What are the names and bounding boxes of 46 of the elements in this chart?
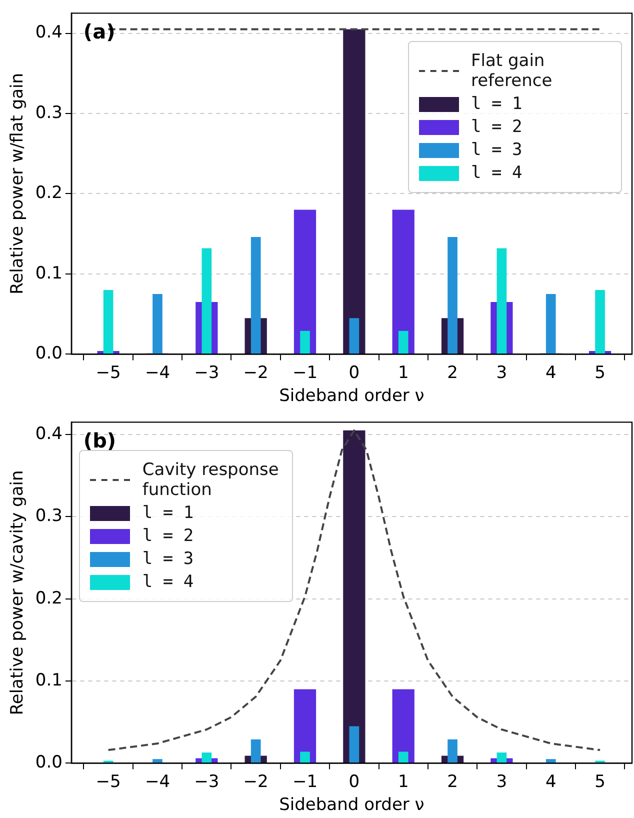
legend-label: l = 4 xyxy=(471,163,522,184)
x-tick-label: −1 xyxy=(292,772,318,792)
x-tick-label: 4 xyxy=(545,772,556,792)
x-tick-label: 2 xyxy=(447,772,458,792)
legend-label: l = 1 xyxy=(142,503,194,524)
x-tick-label: −1 xyxy=(292,362,318,383)
x-tick-label: −4 xyxy=(144,362,170,383)
legend-label: l = 4 xyxy=(142,572,194,592)
y-tick-label: 0.4 xyxy=(35,424,62,444)
x-tick-label: −3 xyxy=(194,772,220,792)
y-tick-label: 0.4 xyxy=(35,22,62,43)
x-axis-title: Sideband order ν xyxy=(279,386,424,406)
y-tick-label: 0.0 xyxy=(35,344,62,364)
y-tick-label: 0.2 xyxy=(35,588,62,608)
y-axis-title: Relative power w/cavity gain xyxy=(8,470,28,716)
x-tick-label: 2 xyxy=(447,362,458,383)
x-tick-label: −4 xyxy=(144,772,170,792)
y-tick-label: 0.3 xyxy=(35,506,62,526)
y-tick-label: 0.1 xyxy=(35,670,62,690)
x-tick-label: 0 xyxy=(348,362,360,383)
x-tick-label: −5 xyxy=(96,362,121,383)
x-tick-label: 4 xyxy=(545,362,556,383)
x-tick-label: −3 xyxy=(194,362,220,383)
legend-label: l = 3 xyxy=(142,549,194,570)
x-tick-label: −2 xyxy=(243,362,268,383)
x-tick-label: 0 xyxy=(348,772,360,792)
x-tick-label: 5 xyxy=(594,362,606,383)
annotation: (a) xyxy=(83,19,116,44)
y-tick-label: 0.1 xyxy=(35,263,62,284)
x-tick-label: 5 xyxy=(594,772,606,792)
y-axis-title: Relative power w/flat gain xyxy=(8,72,28,294)
x-tick-label: −2 xyxy=(243,772,268,792)
y-tick-label: 0.3 xyxy=(35,102,62,123)
x-tick-label: 3 xyxy=(496,362,508,383)
annotation: (b) xyxy=(83,428,116,452)
x-tick-label: 3 xyxy=(496,772,508,792)
x-axis-title: Sideband order ν xyxy=(279,795,424,816)
y-tick-label: 0.2 xyxy=(35,183,62,204)
legend-label: l = 2 xyxy=(471,117,522,138)
legend-label: l = 2 xyxy=(142,526,194,546)
x-tick-label: 1 xyxy=(398,772,409,792)
x-tick-label: 1 xyxy=(398,362,409,383)
legend-label: l = 3 xyxy=(471,140,522,160)
x-tick-label: −5 xyxy=(96,772,121,792)
y-tick-label: 0.0 xyxy=(35,752,62,773)
legend-label: l = 1 xyxy=(471,94,522,114)
